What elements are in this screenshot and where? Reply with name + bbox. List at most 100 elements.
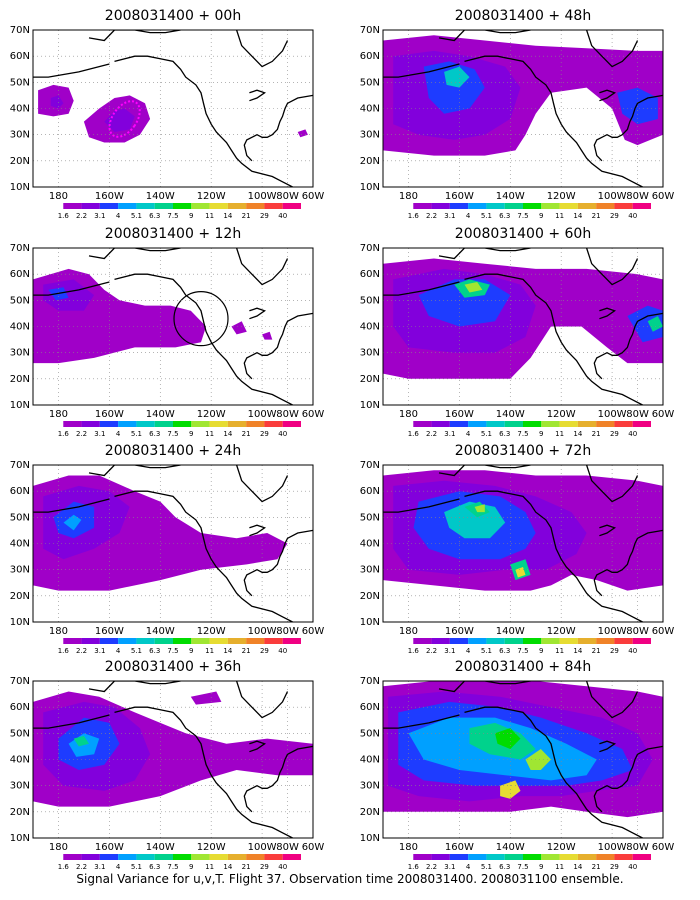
x-tick-label: 140W	[496, 191, 525, 202]
x-tick-label: 60W	[302, 842, 325, 853]
colorbar: 1.6 2.2 3.1 4 5.1 6.3 7.5 9 11 14 21 29 40	[45, 203, 301, 220]
colorbar-label: 6.3	[499, 430, 510, 438]
colorbar-swatch	[282, 638, 301, 644]
colorbar-label: 3.1	[444, 647, 455, 655]
colorbar-label: 40	[278, 863, 287, 871]
colorbar: 1.6 2.2 3.1 4 5.1 6.3 7.5 9 11 14 21 29 40	[395, 638, 651, 655]
colorbar-swatch	[431, 854, 450, 860]
colorbar-label: 2.2	[76, 212, 87, 220]
grid	[33, 30, 314, 187]
colorbar-swatch	[523, 854, 542, 860]
variance-contour	[190, 691, 222, 705]
colorbar-swatch	[413, 854, 432, 860]
x-tick-label: 80W	[626, 409, 649, 420]
colorbar-label: 1.6	[58, 863, 70, 871]
colorbar-label: 21	[242, 212, 251, 220]
colorbar-label: 1.6	[408, 863, 420, 871]
colorbar-swatch	[632, 854, 651, 860]
y-tick-label: 10N	[10, 400, 30, 411]
y-tick-label: 70N	[10, 25, 30, 36]
colorbar-label: 1.6	[408, 212, 420, 220]
x-tick-label: 160W	[445, 191, 474, 202]
colorbar-label: 21	[242, 430, 251, 438]
colorbar-swatch	[559, 203, 578, 209]
y-tick-label: 50N	[360, 295, 380, 306]
y-tick-label: 50N	[360, 512, 380, 523]
colorbar-label: 3.1	[94, 863, 105, 871]
colorbar-swatch	[136, 854, 155, 860]
y-tick-label: 30N	[10, 781, 30, 792]
colorbar-swatch	[632, 203, 651, 209]
variance-contour	[647, 316, 663, 332]
colorbar-swatch	[413, 638, 432, 644]
figure-caption: Signal Variance for u,v,T. Flight 37. Ob…	[76, 872, 624, 886]
colorbar-swatch	[264, 638, 283, 644]
colorbar: 1.6 2.2 3.1 4 5.1 6.3 7.5 9 11 14 21 29 40	[45, 421, 301, 438]
colorbar-label: 1.6	[58, 430, 70, 438]
colorbar-label: 9	[189, 647, 193, 655]
colorbar-swatch	[632, 638, 651, 644]
y-tick-label: 60N	[360, 486, 380, 497]
colorbar-swatch	[173, 638, 192, 644]
x-tick-label: 100W	[598, 409, 627, 420]
colorbar-label: 7.5	[517, 647, 528, 655]
grid	[33, 248, 314, 405]
y-tick-label: 20N	[360, 156, 380, 167]
colorbar-swatch	[99, 421, 119, 427]
colorbar-swatch	[264, 203, 283, 209]
y-tick-label: 40N	[360, 539, 380, 550]
colorbar-label: 29	[260, 647, 269, 655]
colorbar-label: 3.1	[444, 863, 455, 871]
colorbar-swatch	[173, 203, 192, 209]
colorbar-swatch	[541, 638, 560, 644]
variance-contour	[418, 279, 511, 327]
x-tick-label: 120W	[197, 409, 226, 420]
x-tick-label: 100W	[248, 409, 277, 420]
colorbar-swatch	[596, 638, 615, 644]
colorbar-label: 2.2	[426, 212, 437, 220]
variance-contour	[464, 282, 483, 293]
colorbar-label: 14	[573, 863, 582, 871]
colorbar-swatch	[577, 854, 597, 860]
x-tick-label: 140W	[146, 626, 175, 637]
colorbar-label: 6.3	[499, 863, 510, 871]
map-frame	[382, 247, 664, 406]
map-frame	[32, 464, 314, 623]
colorbar-label: 11	[555, 212, 564, 220]
y-tick-label: 20N	[360, 591, 380, 602]
panel-title: 2008031400 + 60h	[455, 226, 591, 242]
y-tick-label: 30N	[360, 565, 380, 576]
colorbar-label: 14	[573, 430, 582, 438]
x-tick-label: 160W	[95, 409, 124, 420]
colorbar-swatch	[99, 203, 119, 209]
y-tick-label: 60N	[10, 51, 30, 62]
colorbar-swatch	[282, 854, 301, 860]
y-tick-label: 20N	[10, 807, 30, 818]
variance-field	[38, 84, 308, 143]
colorbar-swatch	[264, 854, 283, 860]
colorbar-swatch	[395, 638, 414, 644]
colorbar-swatch	[99, 638, 119, 644]
colorbar-label: 7.5	[167, 212, 178, 220]
x-tick-label: 100W	[598, 626, 627, 637]
coastlines	[33, 248, 313, 405]
colorbar-swatch	[449, 638, 469, 644]
colorbar-swatch	[45, 854, 64, 860]
coastlines	[383, 30, 663, 187]
variance-contour	[104, 108, 135, 132]
colorbar-label: 5.1	[131, 212, 142, 220]
coastlines	[33, 681, 313, 838]
colorbar-swatch	[559, 638, 578, 644]
colorbar-label: 5.1	[481, 863, 492, 871]
colorbar-label: 9	[539, 212, 543, 220]
y-tick-label: 20N	[360, 374, 380, 385]
colorbar-label: 11	[205, 430, 214, 438]
variance-contour	[262, 331, 273, 340]
panel-title: 2008031400 + 48h	[455, 8, 591, 24]
colorbar-swatch	[449, 203, 469, 209]
colorbar-label: 1.6	[58, 647, 70, 655]
map-frame	[382, 680, 664, 839]
x-tick-label: 80W	[626, 626, 649, 637]
